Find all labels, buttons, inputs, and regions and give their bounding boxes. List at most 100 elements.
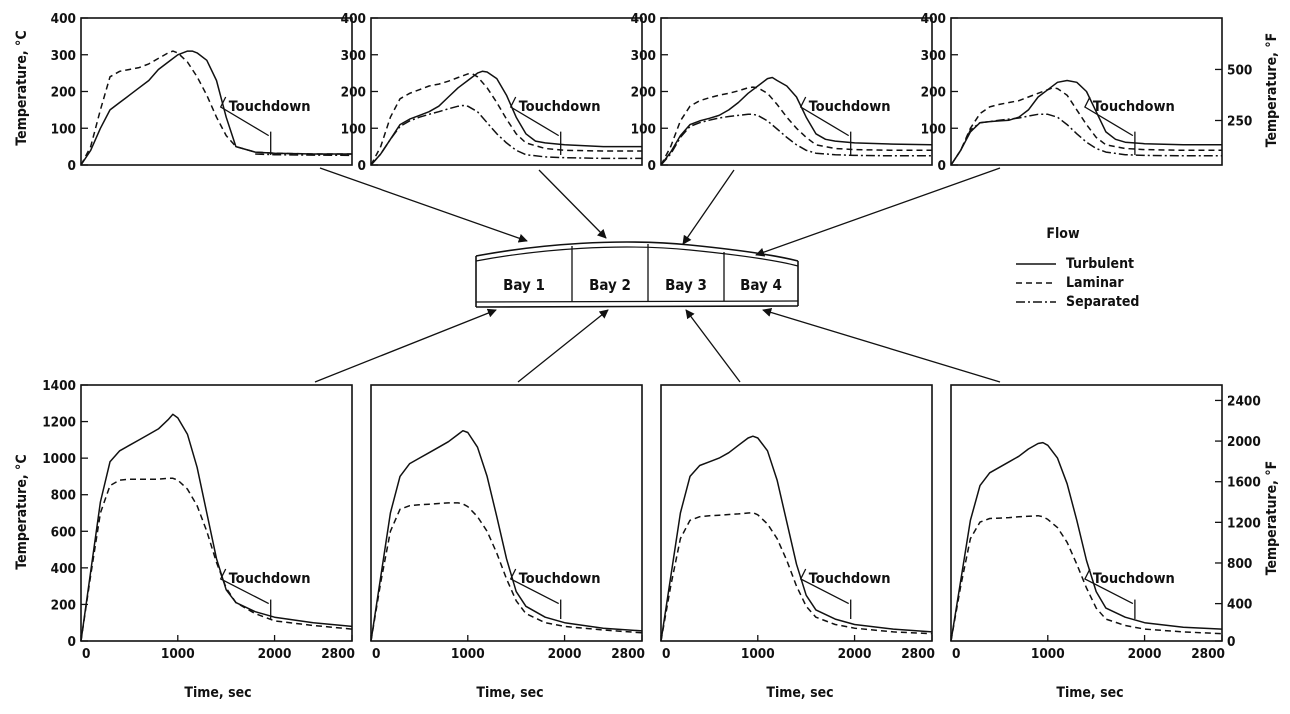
y-tick-label-upper-3-400: 400 xyxy=(631,11,656,27)
arrow-lower-bay-1 xyxy=(314,308,497,383)
x-tick-label-lower-1-0: 0 xyxy=(82,646,90,662)
x-tick-label-lower-3-1000: 1000 xyxy=(741,646,775,662)
y-tick-label-upper-1-300: 300 xyxy=(51,48,76,64)
f-tick-label-upper-4-500: 500 xyxy=(1227,62,1252,78)
y-tick-label-lower-1-1000: 1000 xyxy=(42,451,76,467)
time-axis-label-1: Time, sec xyxy=(184,685,251,701)
arrow-upper-bay-1 xyxy=(319,167,528,243)
chart-panel-upper-1: 0 100 200 300 400 Touchdown xyxy=(51,11,353,174)
series-dash-dot-upper-2 xyxy=(370,104,642,166)
chart-panel-upper-3: 0 100 200 300 400 Touchdown xyxy=(631,11,933,174)
legend-label-laminar: Laminar xyxy=(1066,275,1124,291)
series-solid-upper-4 xyxy=(950,79,1222,166)
touchdown-label-lower-3: Touchdown xyxy=(809,571,891,587)
series-dash-dot-upper-3 xyxy=(660,113,932,166)
touchdown-label-upper-1: Touchdown xyxy=(229,99,311,115)
chart-panel-upper-4: 0 100 200 300 400 250 500 Touchdown xyxy=(921,11,1253,174)
touchdown-leader-lower-1 xyxy=(219,568,269,605)
y-tick-label-upper-1-0: 0 xyxy=(68,158,76,174)
bay-3-label: Bay 3 xyxy=(665,276,707,294)
x-tick-label-lower-4-0: 0 xyxy=(952,646,960,662)
lower-fahrenheit-axis-label: Temperature, °F xyxy=(1264,461,1280,576)
chart-panel-lower-4: 0 400 800 1200 1600 2000 2400 0 1000 2000 2800 Touc… xyxy=(950,384,1261,662)
x-tick-label-lower-1-1000: 1000 xyxy=(161,646,195,662)
series-dash-dot-upper-4 xyxy=(950,113,1222,166)
f-tick-label-lower-4-0: 0 xyxy=(1227,634,1235,650)
touchdown-label-lower-4: Touchdown xyxy=(1093,571,1175,587)
y-tick-label-upper-1-100: 100 xyxy=(51,121,76,137)
y-tick-label-upper-3-200: 200 xyxy=(631,85,656,101)
series-dashed-lower-1 xyxy=(80,477,353,642)
series-dashed-upper-3 xyxy=(660,86,932,166)
series-solid-upper-3 xyxy=(660,76,933,166)
touchdown-leader-upper-3 xyxy=(799,96,850,137)
y-tick-label-lower-1-800: 800 xyxy=(51,488,76,504)
y-tick-label-upper-2-0: 0 xyxy=(358,158,366,174)
plot-frame-upper-1 xyxy=(80,17,353,166)
y-tick-label-upper-3-0: 0 xyxy=(648,158,656,174)
y-tick-label-upper-4-400: 400 xyxy=(921,11,946,27)
wing-upper-skin xyxy=(475,241,799,262)
series-dash-dot-upper-1 xyxy=(255,153,353,157)
legend-label-separated: Separated xyxy=(1066,294,1139,310)
bay-1-label: Bay 1 xyxy=(503,276,545,294)
x-tick-label-lower-3-0: 0 xyxy=(662,646,670,662)
x-tick-label-lower-4-2000: 2000 xyxy=(1128,646,1162,662)
plot-frame-lower-4 xyxy=(950,384,1223,642)
chart-panel-upper-2: 0 100 200 300 400 Touchdown xyxy=(341,11,643,174)
panel-arrows xyxy=(314,167,1001,383)
touchdown-label-upper-2: Touchdown xyxy=(519,99,601,115)
y-tick-label-upper-2-400: 400 xyxy=(341,11,366,27)
series-dashed-lower-4 xyxy=(950,514,1223,642)
touchdown-label-upper-4: Touchdown xyxy=(1093,99,1175,115)
legend-label-turbulent: Turbulent xyxy=(1066,256,1134,272)
y-tick-label-upper-4-200: 200 xyxy=(921,85,946,101)
x-tick-label-lower-2-2800: 2800 xyxy=(611,646,645,662)
upper-celsius-axis-label: Temperature, °C xyxy=(14,30,30,145)
touchdown-leader-lower-4 xyxy=(1084,568,1134,605)
y-tick-label-upper-1-200: 200 xyxy=(51,85,76,101)
f-tick-label-lower-4-1200: 1200 xyxy=(1227,515,1261,531)
y-tick-label-upper-2-200: 200 xyxy=(341,85,366,101)
y-tick-label-upper-4-0: 0 xyxy=(938,158,946,174)
legend-title: Flow xyxy=(1046,226,1080,242)
time-axis-label-4: Time, sec xyxy=(1056,685,1123,701)
x-tick-label-lower-3-2000: 2000 xyxy=(838,646,872,662)
f-tick-label-lower-4-2400: 2400 xyxy=(1227,393,1261,409)
wing-lower-skin-inner xyxy=(475,300,799,303)
f-tick-label-lower-4-400: 400 xyxy=(1227,597,1252,613)
f-tick-label-lower-4-800: 800 xyxy=(1227,556,1252,572)
wing-section: Bay 1 Bay 2 Bay 3 Bay 4 xyxy=(475,241,799,308)
arrow-lower-bay-2 xyxy=(517,309,609,383)
chart-panel-lower-3: 0 1000 2000 2800 Touchdown xyxy=(660,384,935,662)
y-tick-label-upper-4-100: 100 xyxy=(921,121,946,137)
x-tick-label-lower-1-2000: 2000 xyxy=(258,646,292,662)
chart-panel-lower-1: 0 200 400 600 800 1000 1200 1400 0 1000 2000 2800 To… xyxy=(42,378,355,662)
touchdown-label-lower-2: Touchdown xyxy=(519,571,601,587)
wing-upper-skin-inner xyxy=(475,246,799,267)
plot-frame-lower-1 xyxy=(80,384,353,642)
arrow-lower-bay-4 xyxy=(762,308,1001,383)
y-tick-label-upper-2-100: 100 xyxy=(341,121,366,137)
x-tick-label-lower-2-1000: 1000 xyxy=(451,646,485,662)
wing-lower-skin xyxy=(475,305,799,308)
y-tick-label-lower-1-1400: 1400 xyxy=(42,378,76,394)
y-tick-label-upper-4-300: 300 xyxy=(921,48,946,64)
touchdown-leader-upper-4 xyxy=(1084,96,1134,137)
series-dashed-lower-2 xyxy=(370,502,643,642)
series-dashed-upper-4 xyxy=(950,87,1222,166)
y-tick-label-lower-1-0: 0 xyxy=(68,634,76,650)
series-solid-lower-3 xyxy=(660,435,933,642)
arrow-upper-bay-4 xyxy=(755,167,1001,257)
series-dashed-lower-3 xyxy=(660,511,933,642)
touchdown-label-upper-3: Touchdown xyxy=(809,99,891,115)
touchdown-leader-lower-3 xyxy=(799,568,849,605)
y-tick-label-upper-3-300: 300 xyxy=(631,48,656,64)
arrow-upper-bay-2 xyxy=(538,169,607,239)
x-tick-label-lower-2-0: 0 xyxy=(372,646,380,662)
y-tick-label-upper-2-300: 300 xyxy=(341,48,366,64)
f-tick-label-lower-4-2000: 2000 xyxy=(1227,434,1261,450)
plot-frame-lower-2 xyxy=(370,384,643,642)
x-tick-label-lower-4-1000: 1000 xyxy=(1031,646,1065,662)
